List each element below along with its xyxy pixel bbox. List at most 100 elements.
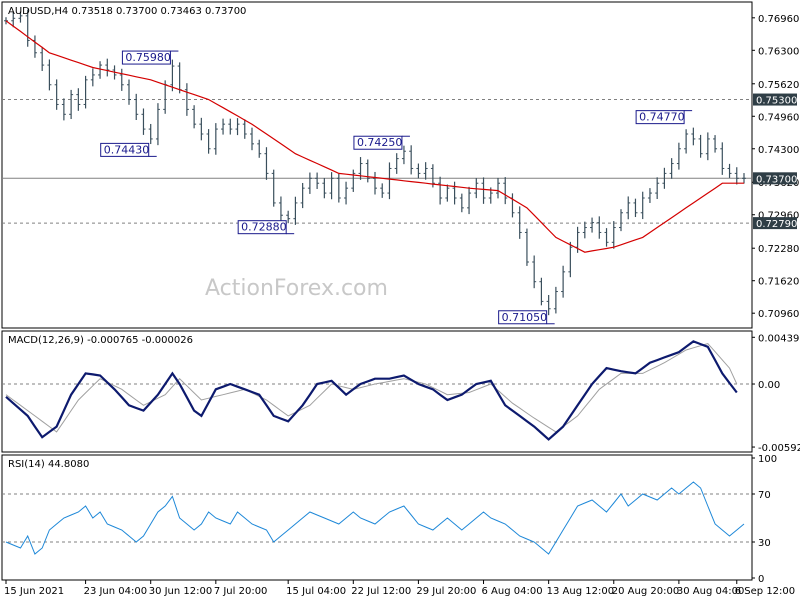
price-bar xyxy=(633,198,638,218)
price-bar xyxy=(561,265,566,298)
price-bar xyxy=(228,118,233,135)
price-bar xyxy=(611,221,616,249)
x-tick-label: 6 Sep 12:00 xyxy=(735,586,795,597)
price-bar xyxy=(373,171,377,195)
watermark: ActionForex.com xyxy=(205,276,388,301)
price-bar xyxy=(459,193,464,213)
price-bar xyxy=(293,196,298,225)
price-bar xyxy=(496,177,500,199)
price-bar xyxy=(517,206,522,239)
price-bar xyxy=(250,127,254,151)
level-tag: 0.72790 xyxy=(753,217,797,230)
price-bar xyxy=(286,210,291,224)
price-bar xyxy=(235,118,240,136)
price-header: AUDUSD,H4 0.73518 0.73700 0.73463 0.7370… xyxy=(8,6,246,17)
price-bar xyxy=(669,158,674,179)
price-bar xyxy=(271,169,276,207)
x-tick-label: 29 Jul 20:00 xyxy=(416,586,476,597)
annotation-label: 0.72880 xyxy=(241,221,286,234)
rsi-tick-label: 70 xyxy=(758,490,771,501)
price-annotation: 0.75980 xyxy=(121,50,179,65)
price-bar xyxy=(503,177,508,205)
price-bar xyxy=(54,79,59,110)
price-bar xyxy=(481,177,486,204)
price-bar xyxy=(524,228,529,266)
price-bar xyxy=(582,221,587,239)
macd-signal-line xyxy=(5,343,738,433)
price-bar xyxy=(11,11,16,28)
price-bar xyxy=(742,173,746,184)
price-bar xyxy=(423,162,428,180)
price-bar xyxy=(47,59,52,91)
price-bar xyxy=(365,159,370,183)
price-bar xyxy=(553,286,558,314)
price-tick-label: 0.76960 xyxy=(758,14,799,25)
price-bar xyxy=(626,196,631,220)
price-tick-label: 0.70960 xyxy=(758,309,799,320)
price-bar xyxy=(387,162,392,200)
price-bar xyxy=(394,153,399,174)
price-bar xyxy=(727,163,732,178)
rsi-panel xyxy=(1,454,753,581)
price-bar xyxy=(119,68,124,91)
price-bar xyxy=(315,172,320,189)
price-bar xyxy=(76,88,81,111)
price-bar xyxy=(40,46,45,71)
price-tick-label: 0.72960 xyxy=(758,211,799,222)
price-bar xyxy=(98,61,103,79)
price-bar xyxy=(300,182,305,209)
price-bar xyxy=(61,98,66,121)
price-bar xyxy=(192,105,197,129)
price-tick-label: 0.71620 xyxy=(758,277,799,288)
price-tick-label: 0.74960 xyxy=(758,112,799,123)
rsi-tick-label: 0 xyxy=(758,574,764,585)
price-tick-label: 0.76300 xyxy=(758,46,799,57)
price-annotation: 0.72880 xyxy=(237,220,295,235)
price-bar xyxy=(705,132,710,161)
price-bar xyxy=(134,93,139,121)
price-bar xyxy=(445,184,450,202)
price-bar xyxy=(684,129,689,154)
x-tick-label: 13 Aug 12:00 xyxy=(547,586,614,597)
price-bar xyxy=(206,129,211,154)
price-bar xyxy=(691,127,696,146)
macd-tick-label: 0.00 xyxy=(758,380,780,391)
macd-main-line xyxy=(5,340,738,441)
price-bar xyxy=(170,59,175,92)
price-bar xyxy=(416,163,421,179)
macd-panel xyxy=(1,330,753,453)
price-bar xyxy=(322,178,327,199)
price-bar xyxy=(604,228,609,247)
price-bar xyxy=(329,172,334,200)
price-annotation: 0.74430 xyxy=(100,142,157,157)
level-tag: 0.75300 xyxy=(753,93,797,107)
price-bar xyxy=(278,196,283,222)
price-bar xyxy=(546,294,551,316)
x-tick-label: 15 Jun 2021 xyxy=(4,586,64,597)
price-bar xyxy=(69,89,74,120)
price-bar xyxy=(655,177,660,200)
annotation-label: 0.74430 xyxy=(104,143,149,156)
price-bar xyxy=(640,191,645,220)
price-bar xyxy=(141,108,146,135)
price-bar xyxy=(264,147,269,180)
x-tick-label: 20 Aug 20:00 xyxy=(612,586,679,597)
price-bar xyxy=(597,216,602,239)
macd-tick-label: -0.005922 xyxy=(758,443,800,454)
price-bar xyxy=(184,83,189,116)
price-bar xyxy=(351,169,356,192)
x-tick-label: 23 Jun 04:00 xyxy=(84,586,148,597)
price-annotation: 0.71050 xyxy=(498,310,555,325)
annotation-label: 0.74250 xyxy=(357,136,403,149)
x-tick-label: 7 Jul 20:00 xyxy=(214,586,268,597)
level-tag-label: 0.72790 xyxy=(756,219,797,230)
price-bar xyxy=(532,255,537,289)
price-bar xyxy=(619,209,623,232)
price-bar xyxy=(213,123,218,155)
price-bar xyxy=(568,241,573,278)
price-bar xyxy=(336,173,341,203)
price-bar xyxy=(467,186,472,215)
price-bar xyxy=(242,119,247,139)
price-bar xyxy=(474,178,479,199)
